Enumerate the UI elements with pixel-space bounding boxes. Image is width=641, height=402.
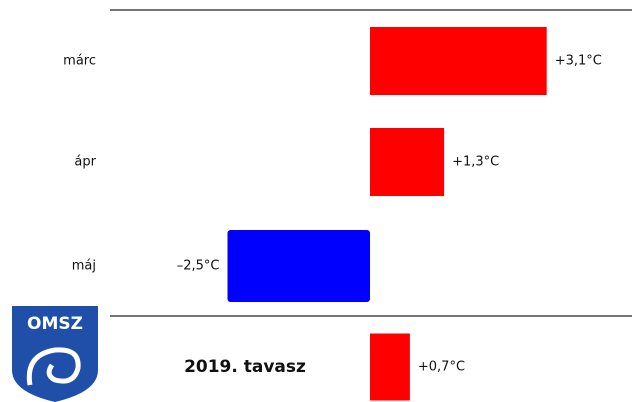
- logo-swirl: [26, 347, 81, 386]
- logo: OMSZ: [12, 306, 98, 402]
- value-label: +1,3°C: [452, 155, 499, 170]
- category-label: 2019. tavasz: [184, 357, 306, 377]
- category-label: ápr: [74, 155, 96, 170]
- category-label: márc: [63, 54, 96, 69]
- logo-text: OMSZ: [27, 314, 83, 334]
- category-label: máj: [72, 259, 96, 274]
- value-label: +0,7°C: [418, 360, 465, 375]
- value-label: +3,1°C: [555, 54, 602, 69]
- bar: [370, 27, 547, 95]
- value-label: –2,5°C: [177, 259, 220, 274]
- bar: [227, 230, 370, 302]
- bar: [370, 333, 410, 401]
- logo-shield: [12, 306, 98, 402]
- bar: [370, 128, 445, 196]
